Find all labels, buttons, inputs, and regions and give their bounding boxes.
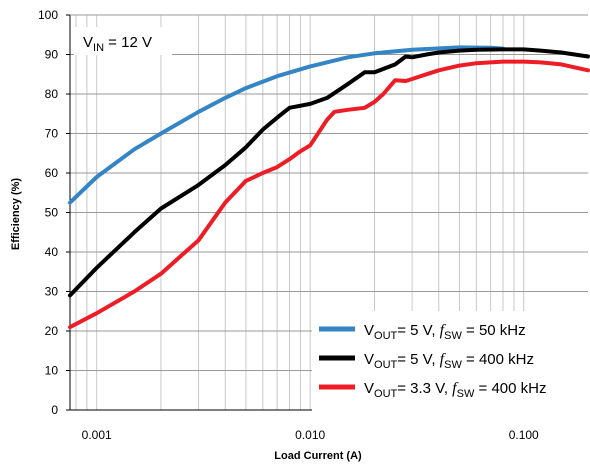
x-tick-label: 0.001 <box>82 428 112 442</box>
y-tick-label: 10 <box>45 364 59 378</box>
legend-text-part: SW <box>444 330 462 342</box>
annotation-sub: IN <box>93 42 104 54</box>
series-line-2 <box>68 47 590 298</box>
legend-text-part: = 50 kHz <box>462 322 526 339</box>
y-tick-label: 70 <box>45 127 59 141</box>
legend-text-part: = 3.3 V, <box>397 380 452 397</box>
x-tick-label: 0.100 <box>509 428 539 442</box>
series-line-1 <box>68 45 505 205</box>
y-tick-label: 80 <box>45 87 59 101</box>
legend-text-part: = 5 V, <box>397 351 439 368</box>
y-tick-label: 0 <box>51 403 58 417</box>
y-tick-label: 60 <box>45 166 59 180</box>
legend-text-part: = 5 V, <box>397 322 439 339</box>
vin-annotation: VIN = 12 V <box>74 27 172 55</box>
legend-label-2: VOUT= 5 V, fSW = 400 kHz <box>364 351 534 371</box>
legend-text-part: f <box>440 322 447 339</box>
y-tick-label: 40 <box>45 245 59 259</box>
y-tick-label: 100 <box>38 8 58 22</box>
legend-text-part: V <box>364 322 374 339</box>
y-tick-label: 90 <box>45 48 59 62</box>
series-layer <box>68 45 590 330</box>
legend-label-1: VOUT= 5 V, fSW = 50 kHz <box>364 322 526 342</box>
y-tick-labels: 0 10 20 30 40 50 60 70 80 90 100 <box>38 8 58 417</box>
legend-text-part: SW <box>444 359 462 371</box>
legend-text-part: V <box>364 351 374 368</box>
series-line-3 <box>68 59 590 330</box>
svg-text:VIN = 12 V: VIN = 12 V <box>83 34 152 54</box>
legend-text-part: OUT <box>374 359 398 371</box>
legend-text-part: SW <box>457 388 475 400</box>
legend-label-3: VOUT= 3.3 V, fSW = 400 kHz <box>364 380 546 400</box>
legend-text-part: f <box>452 380 459 397</box>
legend-text-part: OUT <box>374 330 398 342</box>
annotation-background <box>74 27 172 55</box>
annotation-main: V <box>83 34 93 51</box>
y-axis-title: Efficiency (%) <box>10 178 22 250</box>
legend-text-part: OUT <box>374 388 398 400</box>
legend-text-part: = 400 kHz <box>462 351 534 368</box>
x-tick-labels: 0.001 0.010 0.100 <box>82 428 539 442</box>
x-axis-title: Load Current (A) <box>274 450 362 462</box>
legend-text-part: V <box>364 380 374 397</box>
legend-text-part: = 400 kHz <box>474 380 546 397</box>
y-tick-label: 50 <box>45 206 59 220</box>
y-tick-label: 20 <box>45 324 59 338</box>
legend-text-part: f <box>440 351 447 368</box>
y-tick-label: 30 <box>45 285 59 299</box>
annotation-rest: = 12 V <box>104 34 152 51</box>
x-tick-label: 0.010 <box>295 428 325 442</box>
legend-background <box>312 311 588 414</box>
